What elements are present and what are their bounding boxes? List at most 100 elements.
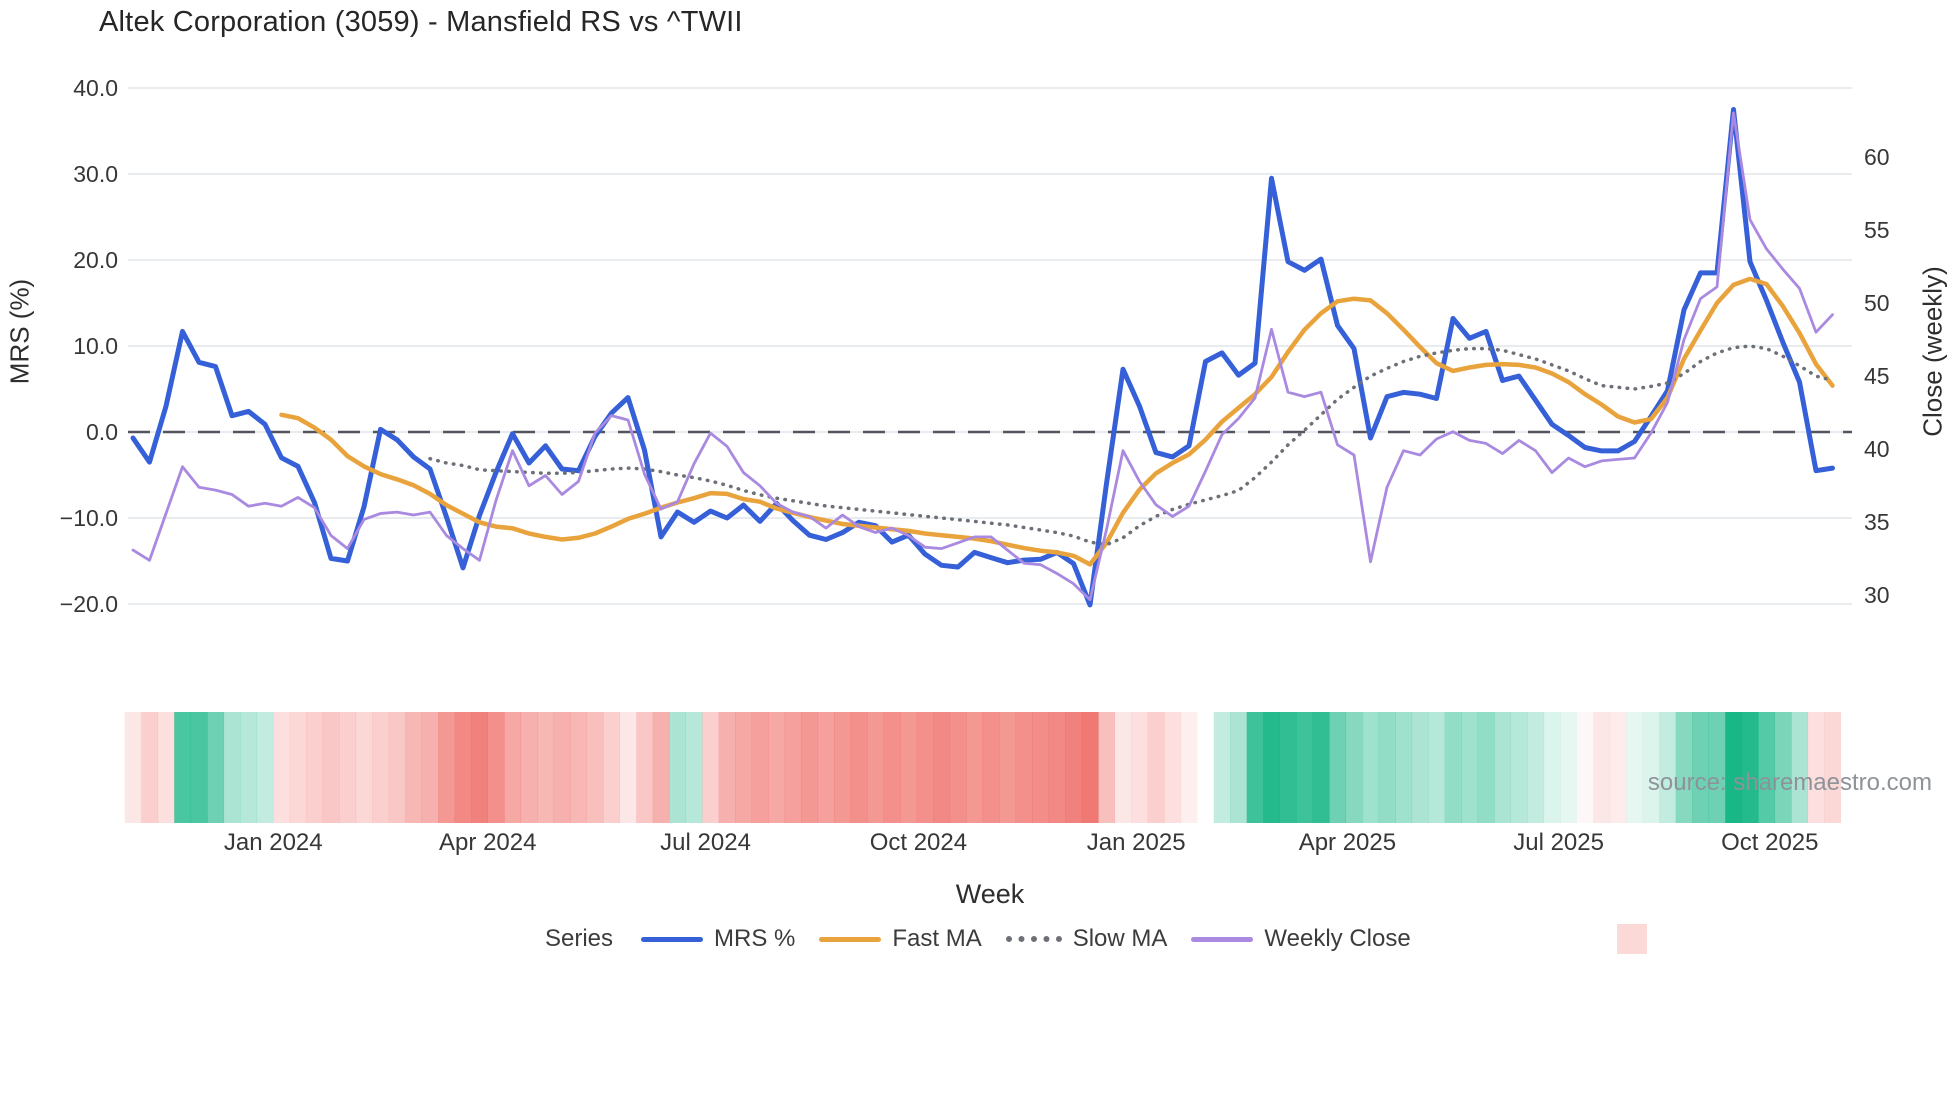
heat-cell (1230, 712, 1248, 823)
left-tick-label: 40.0 (73, 75, 118, 101)
heat-cell (1609, 712, 1627, 823)
heat-cell (1329, 712, 1347, 823)
chart-title: Altek Corporation (3059) - Mansfield RS … (99, 6, 743, 38)
right-tick-label: 60 (1864, 143, 1890, 170)
heat-cell (174, 712, 192, 823)
heat-cell (388, 712, 406, 823)
heat-cell (1048, 712, 1066, 823)
heat-cell (982, 712, 1000, 823)
heat-cell (1065, 712, 1083, 823)
heat-cell (768, 712, 786, 823)
heat-cell (1774, 712, 1792, 823)
left-tick-label: −20.0 (59, 591, 118, 617)
heat-cell (1626, 712, 1644, 823)
legend-item-label: Fast MA (892, 925, 982, 952)
heat-cell (289, 712, 307, 823)
heat-cell (1263, 712, 1281, 823)
heat-cell (669, 712, 687, 823)
legend-item-mrs[interactable]: MRS % (641, 925, 795, 953)
fast-ma-line (279, 276, 1835, 567)
x-tick-label: Oct 2025 (1721, 829, 1819, 856)
heat-cell (1527, 712, 1545, 823)
heat-cell (1180, 712, 1198, 823)
left-tick-label: 10.0 (73, 333, 118, 359)
x-tick-label: Jan 2024 (223, 829, 323, 856)
legend-item-slow-ma[interactable]: Slow MA (1005, 925, 1168, 953)
heat-cell (999, 712, 1017, 823)
heat-cell (883, 712, 901, 823)
right-tick-label: 30 (1864, 582, 1890, 609)
mrs-line-swatch-icon (641, 936, 704, 942)
right-tick-label: 40 (1864, 436, 1890, 463)
legend-item-label: Slow MA (1072, 925, 1168, 952)
right-tick-label: 35 (1864, 509, 1890, 536)
heat-cell (471, 712, 489, 823)
heat-cell (124, 712, 142, 823)
heat-cell (735, 712, 753, 823)
heat-cell (1131, 712, 1149, 823)
x-tick-label: Jul 2025 (1513, 829, 1604, 856)
right-axis-title: Close (weekly) (1917, 266, 1948, 437)
heat-cell (1494, 712, 1512, 823)
weekly-close-line (131, 111, 1834, 602)
heat-cell (1114, 712, 1132, 823)
heat-cell (421, 712, 439, 823)
heat-cell (900, 712, 918, 823)
heat-cell (834, 712, 852, 823)
heat-cell (1345, 712, 1363, 823)
heat-cell (1659, 712, 1677, 823)
heat-cell (1758, 712, 1776, 823)
heat-cell (1708, 712, 1726, 823)
legend-item-fast-ma[interactable]: Fast MA (819, 925, 982, 953)
heat-cell (223, 712, 241, 823)
x-tick-label: Jul 2024 (660, 829, 751, 856)
heat-cell (487, 712, 505, 823)
x-tick-label: Apr 2024 (439, 829, 537, 856)
left-tick-label: 20.0 (73, 247, 118, 273)
heat-cell (1213, 712, 1231, 823)
heat-cell (1279, 712, 1297, 823)
heat-cell (1428, 712, 1446, 823)
heat-cell (240, 712, 258, 823)
heat-cell (1395, 712, 1413, 823)
heat-cell (916, 712, 934, 823)
left-tick-label: 0.0 (86, 419, 118, 445)
heat-cell (1510, 712, 1528, 823)
heat-cell (339, 712, 357, 823)
heat-cell (1246, 712, 1264, 823)
heat-cell (1791, 712, 1809, 823)
heat-cell (1378, 712, 1396, 823)
heat-cell (355, 712, 373, 823)
legend-item-label: Weekly Close (1264, 925, 1411, 952)
heat-cell (1296, 712, 1314, 823)
x-tick-label: Apr 2025 (1298, 829, 1397, 856)
slow-ma-line (428, 344, 1835, 547)
legend-item-heatmap[interactable] (1616, 924, 1658, 954)
gridlines (128, 87, 1852, 605)
left-axis-title: MRS (%) (4, 278, 35, 385)
heat-cell (1461, 712, 1479, 823)
right-tick-label: 55 (1864, 216, 1890, 243)
heat-cell (520, 712, 538, 823)
heat-cell (1015, 712, 1033, 823)
heat-cell (372, 712, 390, 823)
legend-item-weekly-close[interactable]: Weekly Close (1191, 925, 1411, 953)
heat-cell (1642, 712, 1660, 823)
heatmap-strip (124, 712, 1842, 823)
heat-cell (1362, 712, 1380, 823)
heat-cell (1725, 712, 1743, 823)
heat-cell (1576, 712, 1594, 823)
heat-cell (207, 712, 225, 823)
heat-cell (537, 712, 555, 823)
heat-cell (867, 712, 885, 823)
heat-cell (190, 712, 208, 823)
heat-cell (933, 712, 951, 823)
heat-cell (273, 712, 291, 823)
heat-cell (438, 712, 456, 823)
heat-cell (1824, 712, 1842, 823)
heat-cell (817, 712, 835, 823)
heat-cell (322, 712, 340, 823)
heat-cell (1098, 712, 1116, 823)
